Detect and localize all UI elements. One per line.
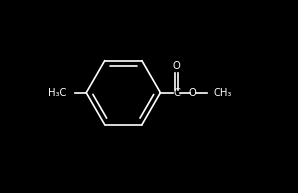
- Text: C: C: [173, 88, 180, 98]
- Text: H₃C: H₃C: [49, 88, 67, 98]
- Text: CH₃: CH₃: [214, 88, 232, 98]
- Text: O: O: [173, 61, 181, 71]
- Text: O: O: [189, 88, 197, 98]
